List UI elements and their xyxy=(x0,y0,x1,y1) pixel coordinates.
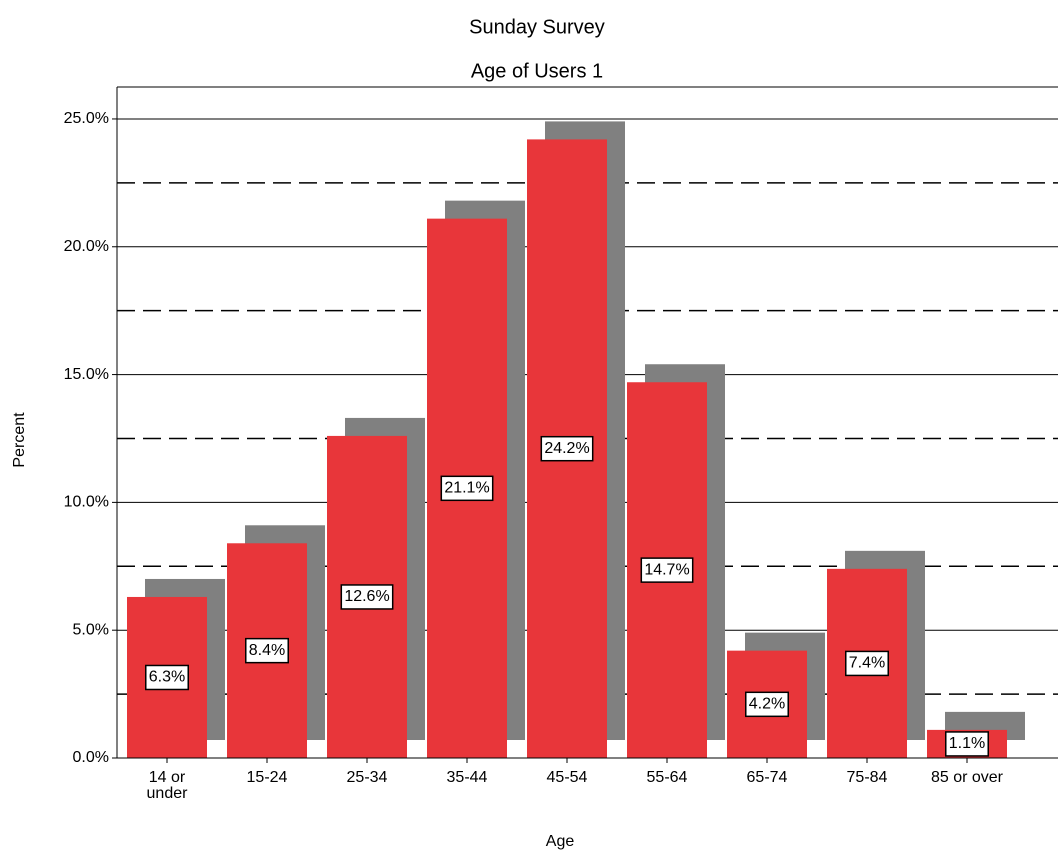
y-tick-label: 10.0% xyxy=(64,494,109,511)
value-label-box xyxy=(745,691,789,718)
value-label-box xyxy=(945,731,989,757)
value-label-box xyxy=(245,637,289,664)
value-label: 12.6% xyxy=(344,588,389,605)
value-label: 8.4% xyxy=(249,642,285,659)
y-tick-label: 5.0% xyxy=(73,621,109,638)
x-tick-label: 85 or over xyxy=(931,769,1004,786)
x-tick-label: 65-74 xyxy=(747,769,788,786)
chart-subtitle: Age of Users 1 xyxy=(471,60,603,82)
value-label: 1.1% xyxy=(949,735,985,752)
x-tick-label: 15-24 xyxy=(247,769,288,786)
value-label-box xyxy=(340,584,394,610)
y-tick-label: 20.0% xyxy=(64,238,109,255)
y-tick-label: 0.0% xyxy=(73,749,109,766)
x-tick-label: 55-64 xyxy=(647,769,688,786)
value-label: 4.2% xyxy=(749,696,785,713)
x-tick-label: 75-84 xyxy=(847,769,888,786)
y-tick-label: 25.0% xyxy=(64,110,109,127)
x-tick-label: 14 or under xyxy=(147,769,189,802)
value-label: 7.4% xyxy=(849,655,885,672)
x-tick-label: 35-44 xyxy=(447,769,488,786)
x-tick-label: 25-34 xyxy=(347,769,388,786)
chart-title: Sunday Survey xyxy=(469,16,605,38)
value-label-box xyxy=(440,475,494,502)
y-axis-label: Percent xyxy=(11,412,28,468)
value-label-box xyxy=(145,664,189,691)
value-label: 21.1% xyxy=(444,480,489,497)
value-label: 14.7% xyxy=(644,561,689,578)
x-tick-label: 45-54 xyxy=(547,769,588,786)
x-axis-label: Age xyxy=(546,833,575,850)
value-label: 6.3% xyxy=(149,669,185,686)
y-tick-label: 15.0% xyxy=(64,366,109,383)
value-label-box xyxy=(540,435,594,462)
value-label-box xyxy=(640,557,694,583)
value-label-box xyxy=(845,650,889,677)
value-label: 24.2% xyxy=(544,440,589,457)
